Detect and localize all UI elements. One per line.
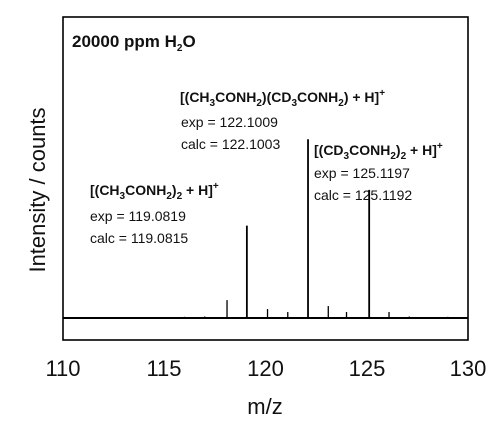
annotation-formula-122: [(CH3CONH2)(CD3CONH2) + H]+ [180, 88, 385, 109]
annotation-exp-119: exp = 119.0819 [90, 208, 186, 224]
annotation-calc-119: calc = 119.0815 [90, 230, 188, 246]
annotation-calc-122: calc = 122.1003 [181, 136, 280, 152]
x-tick-labels: 110 115 120 125 130 [45, 356, 486, 381]
annotation-exp-122: exp = 122.1009 [181, 114, 278, 130]
panel-label: 20000 ppm H2O [72, 32, 196, 54]
plot-frame [62, 16, 469, 341]
annotation-calc-125: calc = 125.1192 [314, 187, 412, 203]
annotation-formula-125: [(CD3CONH2)2 + H]+ [314, 141, 443, 162]
annotation-exp-125: exp = 125.1197 [314, 165, 410, 181]
y-axis-label: Intensity / counts [25, 107, 50, 272]
x-tick-label: 110 [45, 356, 80, 381]
x-tick-label: 130 [450, 356, 487, 381]
x-tick-label: 115 [146, 356, 181, 381]
spectrum-peaks [123, 139, 449, 318]
x-tick-label: 125 [349, 356, 386, 381]
x-axis-label: m/z [247, 394, 282, 419]
annotation-formula-119: [(CH3CONH2)2 + H]+ [90, 181, 219, 202]
annotation-peak-125: [(CD3CONH2)2 + H]+ exp = 125.1197 calc =… [314, 141, 443, 203]
x-tick-label: 120 [247, 356, 284, 381]
annotation-peak-119: [(CH3CONH2)2 + H]+ exp = 119.0819 calc =… [90, 181, 219, 246]
annotation-peak-122: [(CH3CONH2)(CD3CONH2) + H]+ exp = 122.10… [180, 88, 385, 152]
